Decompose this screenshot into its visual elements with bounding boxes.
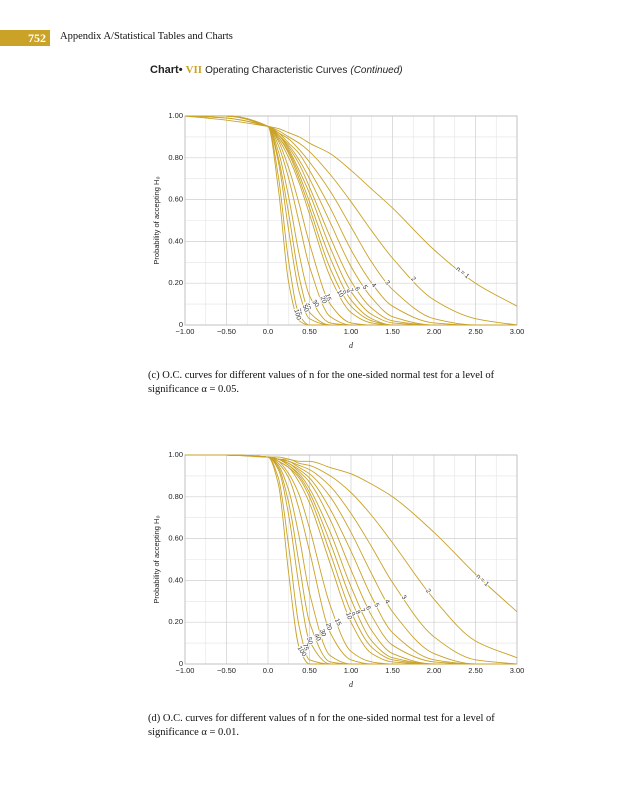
curve-label: 10 xyxy=(335,289,345,299)
curve-label: 4 xyxy=(370,282,378,290)
curve-label: 75 xyxy=(301,643,310,652)
y-tick-label: 0.60 xyxy=(168,195,183,204)
chart-number: VII xyxy=(185,64,203,76)
y-axis-label: Probability of accepting H₀ xyxy=(152,515,161,603)
curve-label: 50 xyxy=(305,637,313,646)
curve-label: 75 xyxy=(294,308,302,317)
page-number: 752 xyxy=(0,30,50,46)
x-tick-label: 1.00 xyxy=(344,327,359,336)
curve-label: 6 xyxy=(364,605,372,612)
curve-label: 15 xyxy=(323,293,332,302)
x-tick-label: 0.50 xyxy=(302,666,317,675)
curve-label: 100 xyxy=(292,308,302,321)
x-tick-label: −0.50 xyxy=(217,327,236,336)
caption: (c) O.C. curves for different values of … xyxy=(148,370,495,395)
caption: (d) O.C. curves for different values of … xyxy=(148,713,495,738)
curve-label: 5 xyxy=(361,284,369,291)
curve-label: 40 xyxy=(312,633,322,643)
chart-heading-text: Operating Characteristic Curves xyxy=(205,65,348,76)
chart-label: Chart• xyxy=(150,64,183,76)
curve-label: 20 xyxy=(324,622,333,631)
x-tick-label: −1.00 xyxy=(176,327,195,336)
curve-label: 9 xyxy=(348,611,356,618)
x-tick-label: 1.50 xyxy=(385,666,400,675)
curve-label: 50 xyxy=(301,304,310,314)
chart: −1.00 −0.50 0.0 0.50 1.00 1.50 2.00 2.50 3.00 0 0.… xyxy=(152,450,525,689)
curve-label: 3 xyxy=(383,279,391,286)
curve-label: 7 xyxy=(346,287,354,294)
curve-label: 30 xyxy=(318,628,327,637)
curve-label: 5 xyxy=(372,602,380,609)
curve-label: 8 xyxy=(353,609,361,616)
y-tick-label: 1.00 xyxy=(168,111,183,120)
y-tick-label: 0.20 xyxy=(168,617,183,626)
chart-heading: Chart• VII Operating Characteristic Curves… xyxy=(150,64,403,76)
curve-label: 2 xyxy=(424,588,432,595)
x-tick-label: 2.50 xyxy=(468,666,483,675)
x-tick-label: 2.00 xyxy=(427,327,442,336)
x-tick-label: 0.50 xyxy=(302,327,317,336)
x-tick-label: 3.00 xyxy=(510,327,525,336)
x-tick-label: 0.0 xyxy=(263,327,273,336)
curve-label: 4 xyxy=(383,599,391,606)
curve-label: 15 xyxy=(333,618,343,628)
x-axis-label: d xyxy=(349,341,354,350)
curve-label: 8 xyxy=(343,289,351,296)
x-tick-label: 2.50 xyxy=(468,327,483,336)
x-tick-label: 1.50 xyxy=(385,327,400,336)
x-tick-label: −0.50 xyxy=(217,666,236,675)
y-tick-label: 0.20 xyxy=(168,278,183,287)
curve-label: 7 xyxy=(358,607,366,614)
chart: −1.00 −0.50 0.0 0.50 1.00 1.50 2.00 2.50 3.00 0 0.… xyxy=(152,111,525,350)
curve-label: 2 xyxy=(409,275,417,283)
y-axis-label: Probability of accepting H₀ xyxy=(152,176,161,264)
curve-label: 6 xyxy=(353,286,361,293)
y-tick-label: 0 xyxy=(179,320,183,329)
x-tick-label: 1.00 xyxy=(344,666,359,675)
x-axis-label: d xyxy=(349,680,354,689)
y-tick-label: 0.60 xyxy=(168,534,183,543)
y-tick-label: 0.80 xyxy=(168,153,183,162)
oc-curve xyxy=(184,115,517,326)
oc-curve xyxy=(184,454,517,665)
x-tick-label: 2.00 xyxy=(427,666,442,675)
y-tick-label: 0 xyxy=(179,659,183,668)
curve-label: 40 xyxy=(303,302,312,311)
x-tick-label: −1.00 xyxy=(176,666,195,675)
x-tick-label: 0.0 xyxy=(263,666,273,675)
curve-label: 9 xyxy=(339,290,347,297)
y-tick-label: 0.40 xyxy=(168,236,183,245)
chart-heading-note: (Continued) xyxy=(350,65,403,76)
curve-label: 3 xyxy=(400,594,408,601)
y-tick-label: 1.00 xyxy=(168,450,183,459)
running-title: Appendix A/Statistical Tables and Charts xyxy=(60,31,233,42)
x-tick-label: 3.00 xyxy=(510,666,525,675)
y-tick-label: 0.80 xyxy=(168,492,183,501)
curve-label: 20 xyxy=(319,295,328,305)
curve-label: 10 xyxy=(344,611,353,621)
y-tick-label: 0.40 xyxy=(168,575,183,584)
